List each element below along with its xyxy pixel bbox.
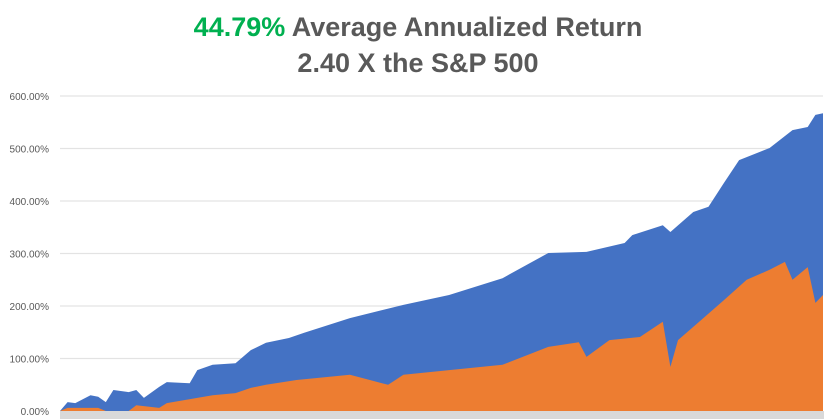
y-tick-label: 0.00% xyxy=(21,407,49,418)
x-axis-band xyxy=(60,411,824,419)
y-tick-label: 400.00% xyxy=(10,197,50,208)
series-1-area xyxy=(60,113,823,412)
title-text: Average Annualized Return xyxy=(285,12,643,42)
chart-title-line-2: 2.40 X the S&P 500 xyxy=(297,48,539,78)
y-tick-label: 100.00% xyxy=(10,355,50,366)
series-2-area xyxy=(60,261,823,411)
chart-title-line-1: 44.79% Average Annualized Return xyxy=(0,12,832,43)
y-tick-label: 200.00% xyxy=(10,302,50,313)
annualized-return-value: 44.79% xyxy=(193,12,286,42)
y-tick-label: 500.00% xyxy=(10,145,50,156)
y-tick-label: 600.00% xyxy=(10,92,50,103)
y-tick-label: 300.00% xyxy=(10,250,50,261)
